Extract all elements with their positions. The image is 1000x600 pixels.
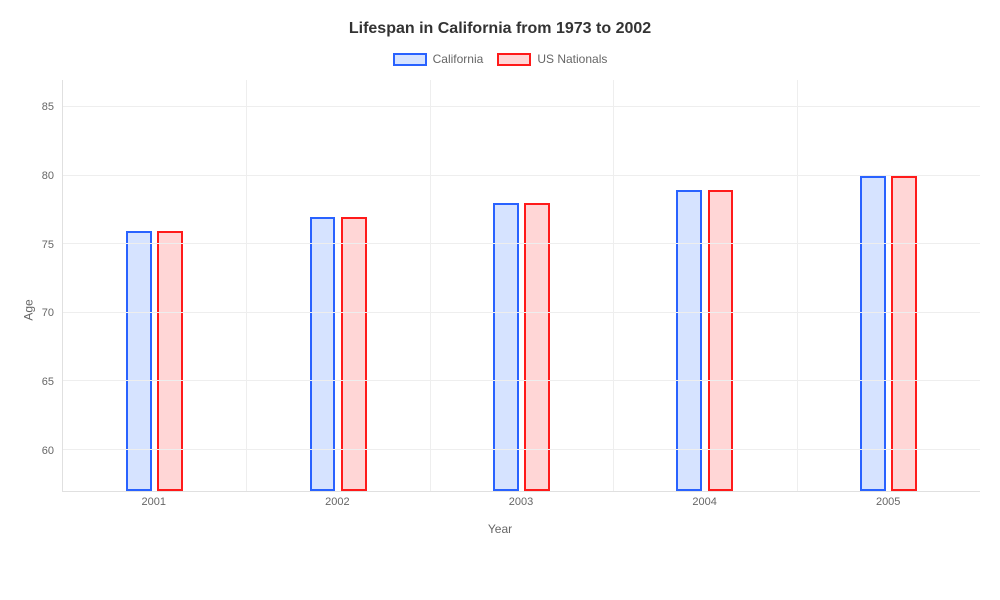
gridline-h — [63, 312, 980, 313]
bars-layer — [63, 80, 980, 491]
x-tick-label: 2003 — [509, 496, 533, 508]
gridline-h — [63, 380, 980, 381]
lifespan-chart: Lifespan in California from 1973 to 2002… — [0, 0, 1000, 600]
gridline-h — [63, 106, 980, 107]
bar — [524, 203, 550, 491]
legend-item-california: California — [393, 52, 484, 66]
gridline-v — [430, 80, 431, 491]
bar — [891, 176, 917, 491]
bar — [860, 176, 886, 491]
x-tick-label: 2002 — [325, 496, 349, 508]
y-tick-label: 60 — [42, 445, 54, 457]
legend-label-us-nationals: US Nationals — [537, 52, 607, 66]
y-axis-ticks: 60 65 70 75 80 85 — [20, 80, 60, 492]
gridline-h — [63, 243, 980, 244]
bar — [676, 190, 702, 491]
x-tick-label: 2001 — [142, 496, 166, 508]
chart-title: Lifespan in California from 1973 to 2002 — [20, 20, 980, 38]
x-axis-label: Year — [20, 522, 980, 536]
chart-legend: California US Nationals — [20, 52, 980, 66]
gridline-h — [63, 449, 980, 450]
bar — [157, 231, 183, 491]
legend-swatch-california — [393, 53, 427, 66]
y-tick-label: 70 — [42, 307, 54, 319]
y-tick-label: 75 — [42, 239, 54, 251]
gridline-v — [613, 80, 614, 491]
y-tick-label: 85 — [42, 101, 54, 113]
gridline-v — [797, 80, 798, 491]
legend-item-us-nationals: US Nationals — [497, 52, 607, 66]
x-tick-label: 2004 — [692, 496, 716, 508]
x-axis-ticks: 2001 2002 2003 2004 2005 — [62, 496, 980, 514]
y-tick-label: 65 — [42, 376, 54, 388]
x-tick-label: 2005 — [876, 496, 900, 508]
plot-wrap: Age 606570758085 20012002200320042005 Ye… — [20, 80, 980, 540]
y-tick-label: 80 — [42, 170, 54, 182]
bar — [708, 190, 734, 491]
legend-label-california: California — [433, 52, 484, 66]
gridline-v — [246, 80, 247, 491]
gridline-h — [63, 175, 980, 176]
legend-swatch-us-nationals — [497, 53, 531, 66]
bar — [126, 231, 152, 491]
plot-area — [62, 80, 980, 492]
bar — [493, 203, 519, 491]
